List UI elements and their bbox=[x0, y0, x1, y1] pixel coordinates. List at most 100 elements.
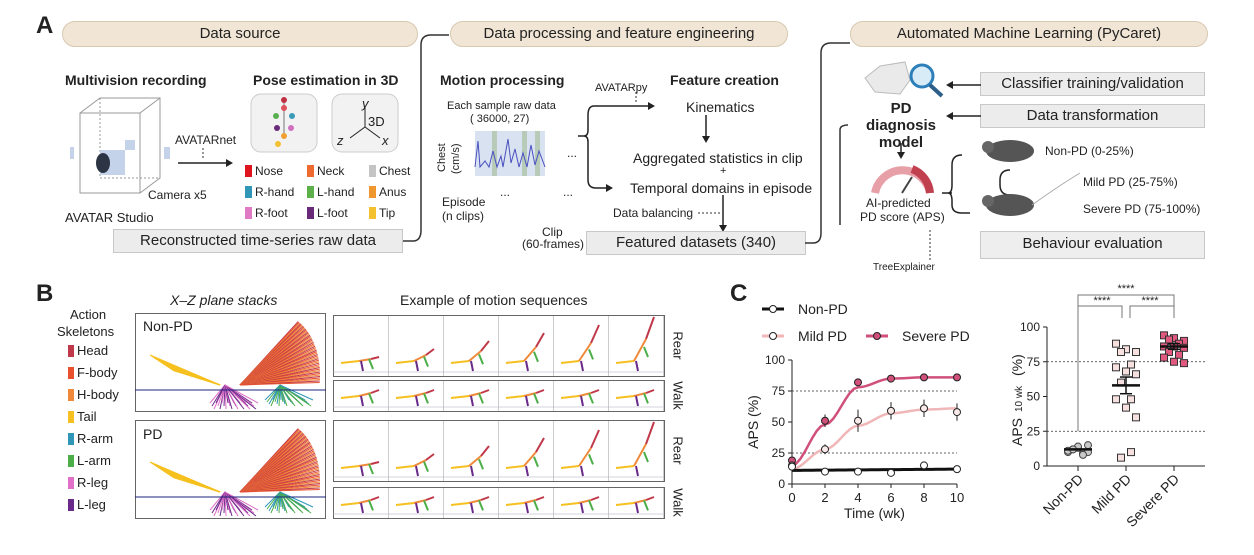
data-point bbox=[1127, 448, 1135, 457]
skeleton-label: Tail bbox=[77, 409, 97, 424]
motion-heading: Motion processing bbox=[440, 72, 565, 88]
data-point bbox=[1132, 370, 1140, 379]
arm bbox=[588, 454, 594, 465]
arm-stroke bbox=[279, 491, 304, 514]
tail bbox=[615, 465, 635, 469]
leg bbox=[415, 465, 419, 477]
arm-stroke bbox=[279, 384, 296, 407]
head bbox=[370, 496, 380, 501]
stacks-title: X–Z plane stacks bbox=[170, 292, 277, 308]
sequences-title: Example of motion sequences bbox=[400, 292, 588, 308]
keypoint-swatch bbox=[307, 165, 314, 177]
data-point bbox=[1112, 395, 1120, 404]
keypoint-legend-item: R-hand bbox=[245, 185, 294, 199]
leg bbox=[580, 502, 584, 514]
tail bbox=[450, 502, 470, 506]
behaviour-box: Behaviour evaluation bbox=[980, 231, 1205, 259]
featured-datasets-box: Featured datasets (340) bbox=[586, 231, 806, 255]
keypoint-label: R-foot bbox=[255, 206, 288, 220]
y-tick-label: 100 bbox=[1020, 320, 1040, 334]
sequence-frame bbox=[554, 488, 609, 518]
arm-stroke bbox=[279, 491, 312, 514]
skeleton-swatch bbox=[68, 454, 74, 467]
model-heading: PD diagnosis model bbox=[858, 100, 944, 151]
skeleton-swatch bbox=[68, 476, 74, 489]
avatarnet-label: AVATARnet bbox=[175, 133, 237, 147]
keypoint-label: L-hand bbox=[317, 185, 355, 199]
body bbox=[578, 447, 592, 467]
skeleton-swatch bbox=[68, 410, 74, 423]
legend-label: Non-PD bbox=[798, 301, 848, 317]
legend-label: Mild PD bbox=[798, 328, 847, 344]
leg-stroke bbox=[224, 384, 245, 410]
body bbox=[633, 338, 647, 362]
head bbox=[370, 356, 380, 360]
sequence-frame bbox=[334, 421, 389, 481]
y-axis-label: APS bbox=[1009, 418, 1025, 446]
data-point-0 bbox=[953, 465, 961, 474]
leg bbox=[525, 395, 529, 407]
tail bbox=[450, 395, 470, 399]
data-point-0 bbox=[887, 468, 895, 477]
sequence-frame bbox=[444, 381, 499, 411]
tail bbox=[340, 395, 360, 399]
kinematics-label: Kinematics bbox=[686, 99, 755, 115]
leg bbox=[635, 360, 639, 372]
ai-predicted-label: AI-predicted bbox=[866, 196, 931, 210]
y-tick-label: 25 bbox=[772, 446, 786, 460]
leg bbox=[580, 465, 584, 477]
arm bbox=[368, 393, 374, 404]
mild-range: Mild PD (25-75%) bbox=[1083, 175, 1178, 189]
model-label: PD diagnosis model bbox=[865, 100, 936, 151]
data-point-0 bbox=[920, 461, 928, 470]
data-point-0 bbox=[854, 467, 862, 476]
keypoint-swatch bbox=[245, 165, 252, 177]
axis-3d-label: 3D bbox=[368, 114, 385, 129]
tail bbox=[615, 360, 635, 364]
sequence-frame bbox=[609, 421, 664, 481]
keypoint-label: Neck bbox=[317, 164, 345, 178]
leg bbox=[470, 360, 474, 372]
data-point bbox=[1180, 359, 1188, 368]
head bbox=[425, 453, 435, 461]
data-point bbox=[1160, 353, 1168, 362]
arm-stroke bbox=[279, 384, 312, 407]
leg-stroke bbox=[224, 491, 251, 517]
head bbox=[370, 461, 380, 465]
keypoint-swatch bbox=[245, 186, 252, 198]
model-magnifier-icon bbox=[864, 61, 944, 98]
leg bbox=[470, 395, 474, 407]
leg bbox=[635, 395, 639, 407]
clip-label: Clip bbox=[542, 225, 563, 239]
sequence-frame bbox=[444, 421, 499, 481]
arm bbox=[478, 458, 484, 470]
legend-label: Severe PD bbox=[902, 328, 970, 344]
panel-c-label: C bbox=[730, 280, 748, 307]
skeleton-label: R-leg bbox=[77, 475, 109, 490]
x-tick-label: Severe PD bbox=[1123, 471, 1182, 530]
tail bbox=[505, 395, 525, 399]
data-point bbox=[1132, 348, 1140, 357]
arm bbox=[478, 393, 484, 404]
body bbox=[413, 459, 427, 467]
data-point bbox=[1117, 453, 1125, 462]
x-tick-label: Non-PD bbox=[1040, 471, 1087, 518]
y-tick-label: 0 bbox=[778, 477, 785, 491]
data-point bbox=[1122, 367, 1130, 376]
skeleton-swatch bbox=[68, 388, 74, 401]
arm-stroke bbox=[279, 384, 314, 401]
sequence-frame bbox=[554, 421, 609, 481]
arm bbox=[478, 353, 484, 365]
head bbox=[645, 316, 655, 340]
arm bbox=[423, 393, 429, 404]
keypoint-label: Nose bbox=[255, 164, 284, 178]
keypoint-swatch bbox=[369, 207, 376, 219]
pose-figures bbox=[333, 389, 663, 408]
leg bbox=[360, 395, 364, 407]
pose-heading: Pose estimation in 3D bbox=[253, 72, 399, 88]
severe-range: Severe PD (75-100%) bbox=[1083, 202, 1201, 216]
head bbox=[480, 496, 490, 501]
leg-stroke bbox=[224, 491, 245, 517]
x-tick-label: 10 bbox=[950, 490, 964, 505]
tail bbox=[560, 502, 580, 506]
